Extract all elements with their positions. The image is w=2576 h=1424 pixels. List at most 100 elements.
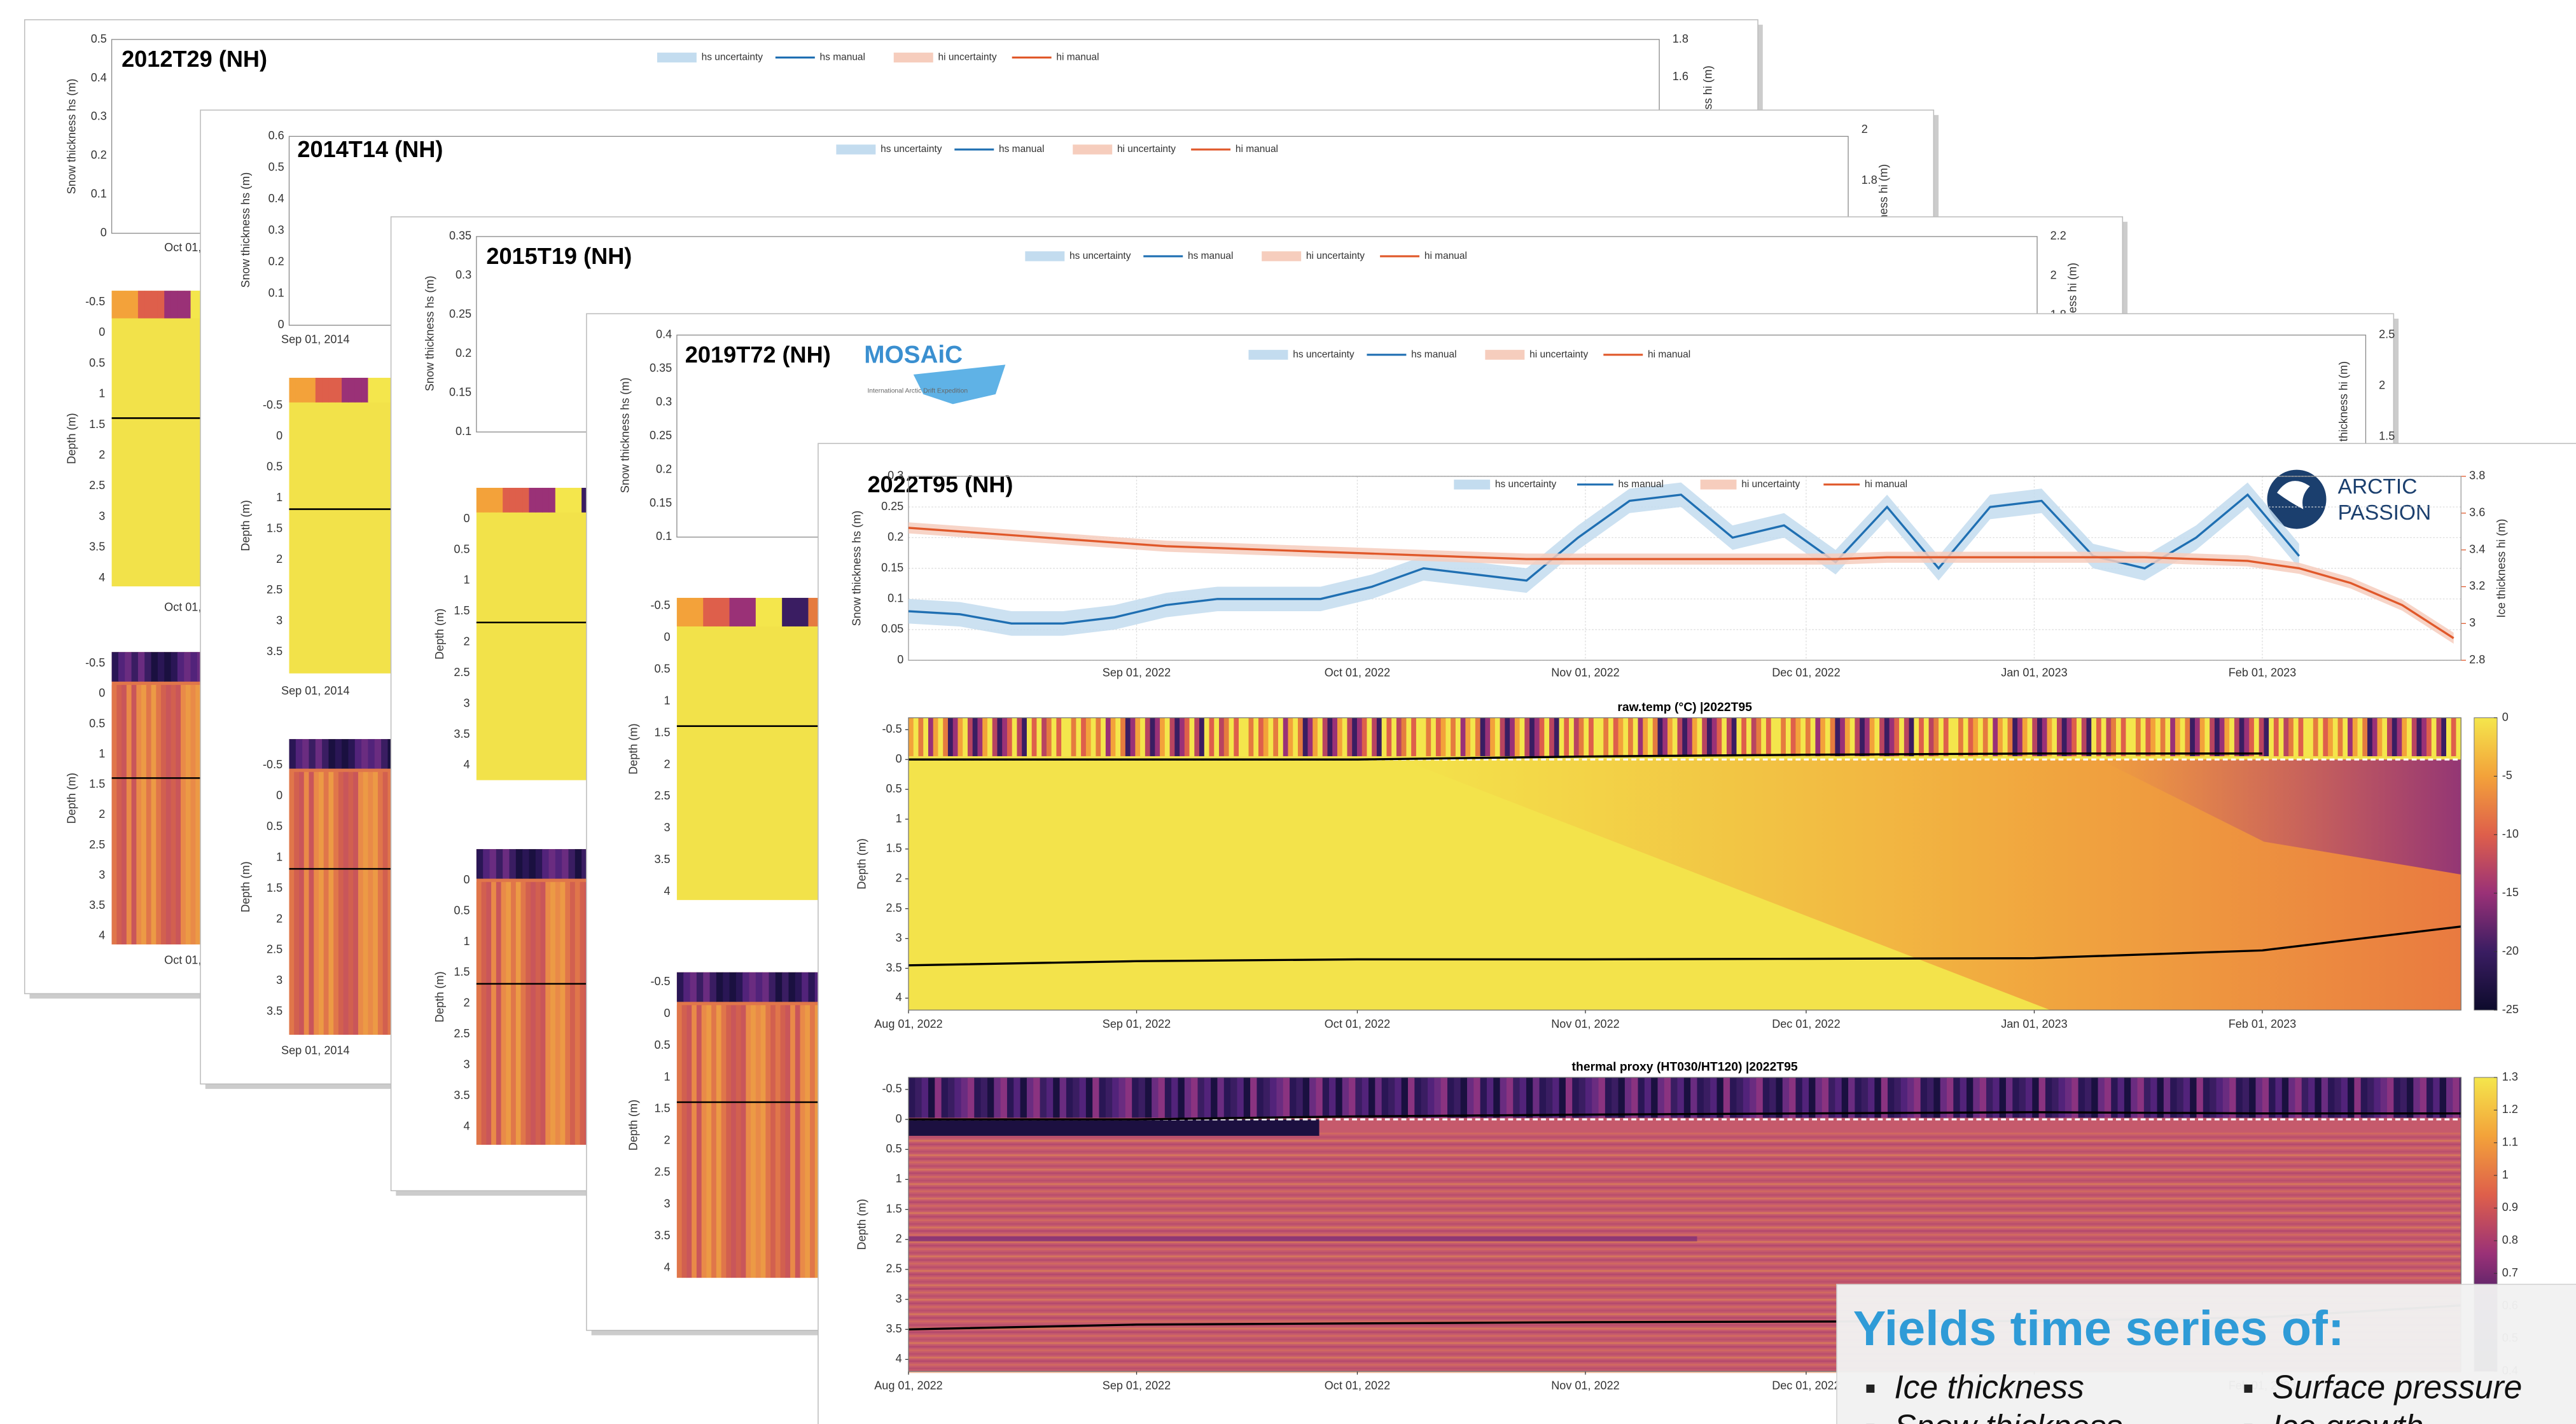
mosaic-logo: MOSAiC	[864, 342, 963, 369]
heat-cell	[1658, 1077, 1665, 1117]
heat-cell	[1736, 718, 1742, 756]
heat-cell	[2236, 1077, 2243, 1117]
tick-label: 0.1	[268, 287, 284, 300]
tick-label: 1.5	[2379, 430, 2395, 443]
heat-cell	[1944, 718, 1949, 756]
heat-cell	[2433, 1077, 2440, 1117]
heat-cell	[1165, 718, 1171, 756]
tick-label: 0.3	[656, 396, 672, 408]
heat-cell	[928, 1077, 935, 1117]
heat-cell	[1323, 718, 1328, 756]
heat-cell	[914, 718, 919, 756]
heat-cell	[1239, 718, 1244, 756]
heat-cell	[522, 488, 529, 513]
y-tick-label: -0.5	[882, 722, 902, 735]
heat-cell	[2190, 1077, 2197, 1117]
heat-cell	[486, 882, 492, 1145]
heat-cell	[1850, 718, 1856, 756]
heat-cell	[536, 882, 541, 1145]
tick-label: 0.2	[268, 255, 284, 268]
tick-label: 0	[99, 326, 105, 338]
tick-label: 2	[99, 448, 105, 461]
heat-cell	[1096, 718, 1101, 756]
heat-cell	[1362, 718, 1368, 756]
tick-label: 4	[99, 571, 105, 584]
heat-cell	[2042, 718, 2048, 756]
heat-cell	[690, 598, 697, 626]
heat-cell	[1756, 1077, 1763, 1117]
heat-cell	[909, 1281, 2461, 1283]
heat-cell	[697, 972, 704, 1002]
heat-cell	[2216, 1077, 2223, 1117]
heat-cell	[289, 772, 295, 1035]
heat-cell	[1684, 1077, 1691, 1117]
heat-cell	[191, 652, 198, 681]
heat-cell	[132, 652, 139, 681]
heat-cell	[1119, 1077, 1126, 1117]
heat-cell	[1056, 718, 1062, 756]
heat-cell	[987, 1077, 994, 1117]
heat-cell	[1741, 718, 1747, 756]
bullet	[1866, 1385, 1874, 1393]
x-tick-label: Jan 01, 2023	[2001, 667, 2067, 679]
y2-tick-label: 3.2	[2469, 579, 2485, 592]
axis-label: Depth (m)	[627, 723, 640, 774]
heat-cell	[361, 739, 368, 768]
logo-text: PASSION	[2338, 501, 2432, 525]
heat-cell	[2224, 718, 2230, 756]
heat-cell	[909, 1180, 2461, 1182]
heat-cell	[1894, 1077, 1901, 1117]
heat-cell	[1217, 1077, 1224, 1117]
colorbar-label: 1	[2502, 1168, 2509, 1181]
heat-cell	[363, 772, 369, 1035]
heat-cell	[716, 598, 723, 626]
heat-cell	[981, 1077, 988, 1117]
heat-cell	[2283, 718, 2289, 756]
legend-label: hs manual	[999, 144, 1044, 155]
heat-cell	[909, 1270, 2461, 1272]
heat-cell	[1467, 1077, 1474, 1117]
heat-cell	[683, 598, 690, 626]
y-tick-label: -0.5	[882, 1082, 902, 1095]
heat-cell	[1584, 718, 1589, 756]
heat-cell	[1086, 718, 1092, 756]
heat-cell	[2413, 1077, 2420, 1117]
heat-cell	[375, 378, 382, 403]
heat-cell	[992, 718, 998, 756]
heat-cell	[2144, 1077, 2151, 1117]
colorbar-label: 0.8	[2502, 1234, 2518, 1247]
heat-cell	[938, 718, 943, 756]
heat-cell	[1178, 1077, 1185, 1117]
heat-cell	[1865, 718, 1870, 756]
heat-cell	[2432, 718, 2437, 756]
heat-cell	[1958, 718, 1964, 756]
heat-cell	[909, 1154, 2461, 1156]
heat-cell	[358, 772, 364, 1035]
heat-cell	[909, 1262, 2461, 1264]
tick-label: 2	[2050, 269, 2057, 282]
heat-cell	[2196, 1077, 2203, 1117]
heat-cell	[570, 882, 576, 1145]
heat-cell	[1337, 718, 1343, 756]
x-tick-label: Sep 01, 2022	[1103, 1018, 1171, 1030]
y-tick-label: 4	[896, 991, 902, 1004]
heat-cell	[2057, 718, 2063, 756]
heat-cell	[1901, 1077, 1908, 1117]
y-tick-label: 0.5	[886, 1142, 902, 1155]
heat-cell	[2052, 718, 2057, 756]
heat-cell	[1204, 718, 1210, 756]
slide: 00.10.20.30.40.51.81.6Snow thickness hs …	[0, 0, 2576, 1424]
heat-cell	[1544, 718, 1550, 756]
heat-cell	[1529, 718, 1535, 756]
tick-label: 4	[463, 1119, 470, 1132]
heat-cell	[1687, 718, 1693, 756]
heat-cell	[580, 882, 586, 1145]
heat-cell	[1904, 718, 1910, 756]
heat-cell	[1978, 718, 1984, 756]
heat-cell	[184, 291, 191, 318]
heat-cell	[974, 1077, 981, 1117]
y-tick-label: 3	[896, 1292, 902, 1305]
tick-label: 0.5	[454, 543, 470, 555]
heat-cell	[2451, 718, 2457, 756]
tick-label: 3	[276, 974, 282, 986]
